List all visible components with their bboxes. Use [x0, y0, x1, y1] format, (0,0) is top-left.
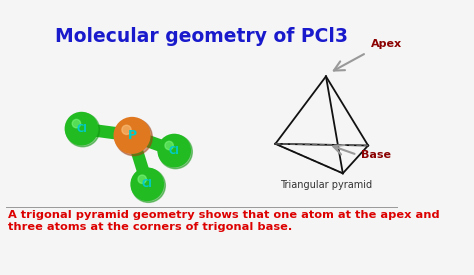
- Circle shape: [66, 113, 100, 147]
- Text: Molecular geometry of PCl3: Molecular geometry of PCl3: [55, 28, 348, 46]
- Text: A trigonal pyramid geometry shows that one atom at the apex and: A trigonal pyramid geometry shows that o…: [8, 210, 440, 221]
- Circle shape: [115, 119, 152, 156]
- Circle shape: [122, 125, 131, 134]
- Circle shape: [130, 167, 164, 201]
- Circle shape: [64, 112, 98, 145]
- Text: Cl: Cl: [169, 145, 180, 156]
- Text: three atoms at the corners of trigonal base.: three atoms at the corners of trigonal b…: [8, 222, 292, 232]
- Text: P: P: [128, 129, 137, 142]
- Circle shape: [132, 169, 165, 202]
- Text: Apex: Apex: [371, 39, 402, 50]
- Circle shape: [113, 117, 151, 154]
- Text: Triangular pyramid: Triangular pyramid: [280, 180, 372, 190]
- Circle shape: [165, 141, 173, 150]
- Text: Cl: Cl: [142, 179, 153, 189]
- Circle shape: [138, 175, 146, 183]
- Circle shape: [72, 119, 81, 128]
- Circle shape: [157, 134, 191, 167]
- Circle shape: [159, 135, 192, 169]
- Text: Base: Base: [361, 150, 392, 160]
- Text: Cl: Cl: [76, 124, 87, 134]
